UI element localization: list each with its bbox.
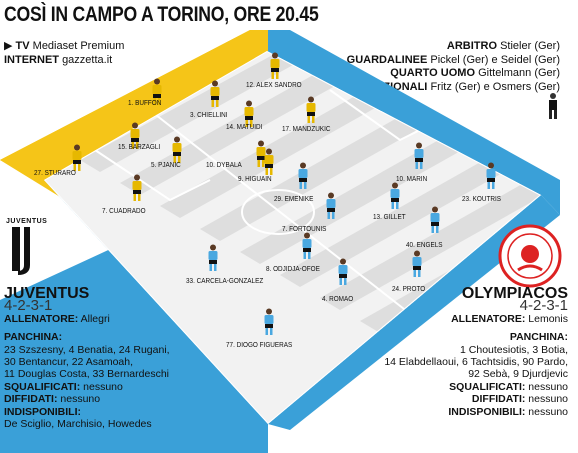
olympiacos-info: OLYMPIACOS 4-2-3-1 ALLENATORE: Lemonis P… (384, 285, 568, 418)
juventus-player-icon (268, 52, 282, 85)
olympiacos-player-icon (262, 308, 276, 341)
olympiacos-player-icon (410, 250, 424, 283)
olympiacos-player-label: 10. MARIN (396, 174, 428, 183)
juventus-player-label: 12. ALEX SANDRO (246, 80, 302, 89)
juventus-player-label: 7. CUADRADO (102, 206, 146, 215)
juventus-player-icon (170, 136, 184, 169)
officials-info: ARBITRO Stieler (Ger) GUARDALINEE Pickel… (346, 40, 560, 93)
juventus-player-label: 27. STURARO (34, 168, 76, 177)
juventus-player-label: 14. MATUIDI (226, 122, 263, 131)
olympiacos-player-icon (428, 206, 442, 239)
juventus-player-icon (208, 80, 222, 113)
juventus-player-label: 3. CHIELLINI (190, 110, 228, 119)
juventus-info: JUVENTUS 4-2-3-1 ALLENATORE: Allegri PAN… (4, 285, 170, 431)
olympiacos-player-icon (324, 192, 338, 225)
olympiacos-player-icon (388, 182, 402, 215)
olympiacos-player-label: 13. GILLET (373, 212, 406, 221)
olympiacos-player-icon (206, 244, 220, 277)
juventus-player-icon (304, 96, 318, 129)
referee-icon (549, 93, 557, 119)
juventus-player-label: 10. DYBALA (206, 160, 242, 169)
olympiacos-player-label: 4. ROMAO (322, 294, 354, 303)
olympiacos-player-icon (296, 162, 310, 195)
olympiacos-logo (498, 224, 562, 288)
juventus-player-label: 9. HIGUAIN (238, 174, 272, 183)
olympiacos-player-label: 8. ODJIDJA-OFOE (266, 264, 320, 273)
olympiacos-player-label: 40. ENGELS (406, 240, 443, 249)
juventus-player-icon (130, 174, 144, 207)
play-icon: ▶ (4, 40, 13, 52)
juventus-player-label: 5. PJANIC (151, 160, 181, 169)
broadcast-info: ▶ TV Mediaset Premium INTERNET gazzetta.… (4, 40, 125, 66)
juventus-player-label: 1. BUFFON (128, 98, 162, 107)
juventus-player-icon (262, 148, 276, 181)
juventus-player-label: 15. BARZAGLI (118, 142, 161, 151)
olympiacos-player-icon (412, 142, 426, 175)
juventus-player-icon (150, 78, 164, 111)
juventus-player-icon (254, 140, 268, 173)
olympiacos-player-label: 29. EMENIKE (274, 194, 314, 203)
olympiacos-player-icon (484, 162, 498, 195)
olympiacos-player-icon (300, 232, 314, 265)
team-name: JUVENTUS (4, 285, 90, 302)
olympiacos-player-label: 24. PROTO (392, 284, 426, 293)
team-name: OLYMPIACOS (461, 285, 568, 302)
olympiacos-player-label: 7. FORTOUNIS (282, 224, 327, 233)
juventus-player-icon (242, 100, 256, 133)
team-formation: 4-2-3-1 (4, 297, 53, 315)
team-formation: 4-2-3-1 (519, 297, 568, 315)
juventus-player-icon (128, 122, 142, 155)
page-title: COSÌ IN CAMPO A TORINO, ORE 20.45 (4, 2, 319, 26)
olympiacos-player-label: 23. KOUTRIS (462, 194, 501, 203)
juventus-logo: JUVENTUS (6, 218, 47, 282)
olympiacos-player-label: 77. DIOGO FIGUERAS (226, 340, 293, 349)
olympiacos-player-label: 33. CARCELA-GONZALEZ (186, 276, 264, 285)
olympiacos-player-icon (336, 258, 350, 291)
juventus-player-icon (70, 144, 84, 177)
juventus-player-label: 17. MANDZUKIC (282, 124, 331, 133)
